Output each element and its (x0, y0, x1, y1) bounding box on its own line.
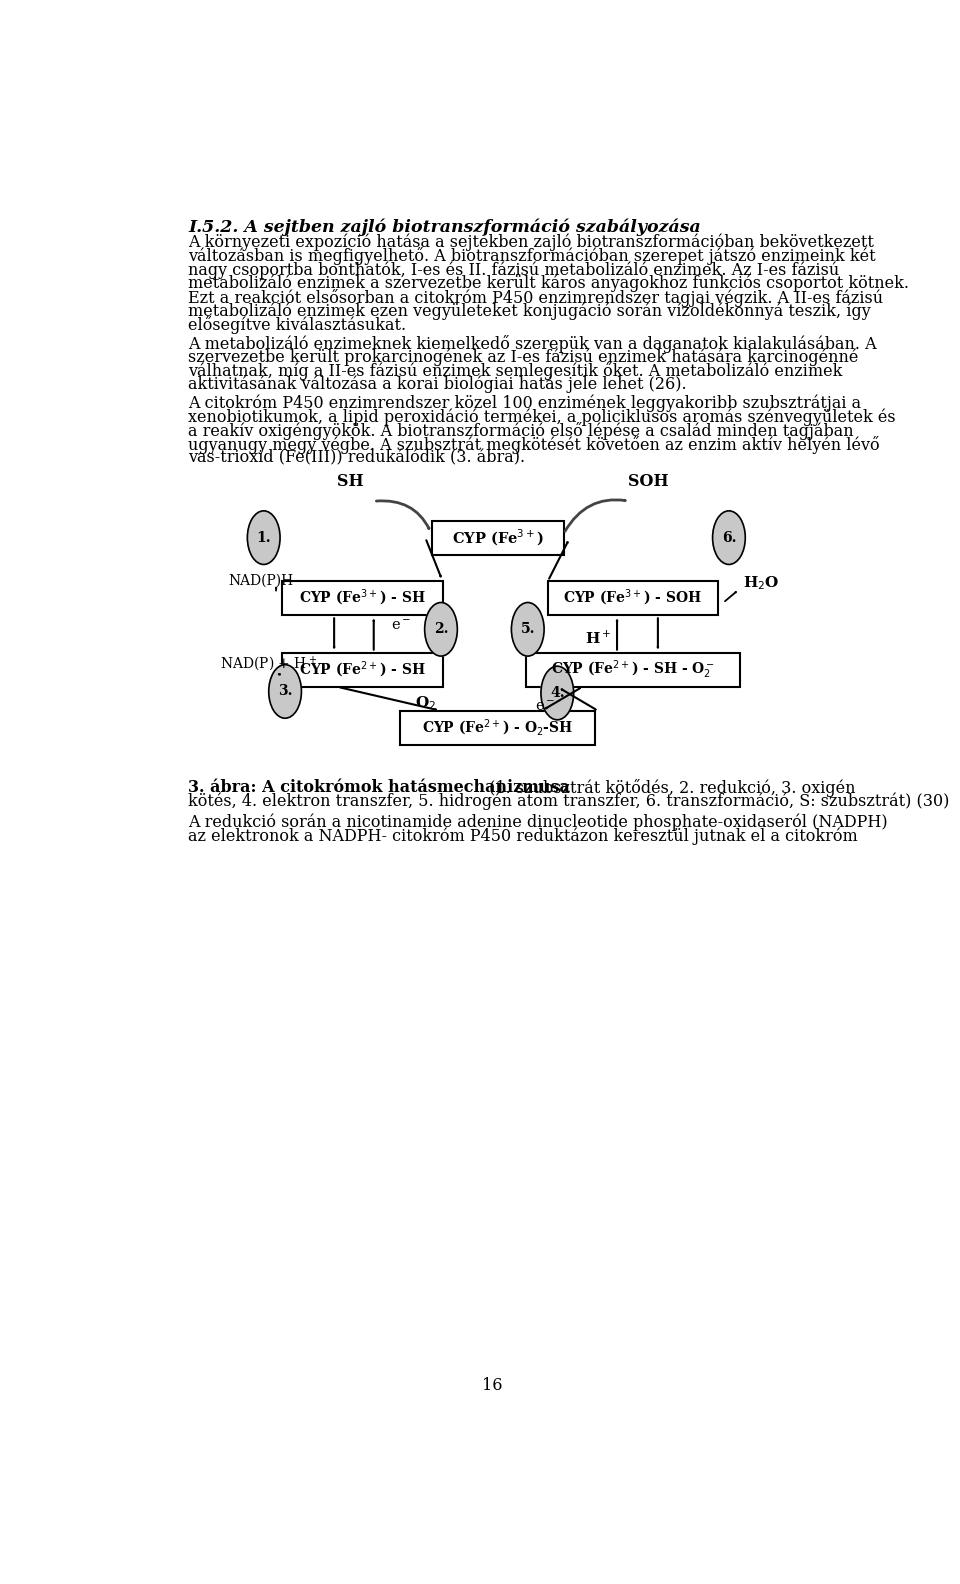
Text: 1.: 1. (256, 531, 271, 545)
Text: NAD(P) + H$^+$: NAD(P) + H$^+$ (220, 654, 317, 673)
Text: a reakív oxigéngyökök. A biotranszformáció első lépése a család minden tagjában: a reakív oxigéngyökök. A biotranszformác… (188, 421, 853, 440)
Text: I.5.2. A sejtben zajló biotranszformáció szabályozása: I.5.2. A sejtben zajló biotranszformáció… (188, 219, 701, 236)
Circle shape (424, 602, 457, 656)
Circle shape (248, 512, 280, 564)
Text: metabolizáló enzimek ezen vegyületeket konjugáció során vízoldékonnyá teszik, íg: metabolizáló enzimek ezen vegyületeket k… (188, 303, 871, 320)
Text: Ezt a reakciót elsősorban a citokróm P450 enzimrendszer tagjai végzik. A II-es f: Ezt a reakciót elsősorban a citokróm P45… (188, 288, 883, 307)
Text: SH: SH (337, 474, 363, 489)
FancyArrowPatch shape (725, 592, 736, 602)
FancyBboxPatch shape (400, 711, 595, 744)
FancyArrowPatch shape (376, 501, 429, 529)
Text: szervezetbe került prokarcinogének az I-es fázisú enzimek hatására karcinogénné: szervezetbe került prokarcinogének az I-… (188, 348, 858, 366)
Text: 6.: 6. (722, 531, 736, 545)
Text: 3. ábra: A citokrómok hatásmechanizmusa: 3. ábra: A citokrómok hatásmechanizmusa (188, 779, 570, 797)
Text: CYP (Fe$^{3+}$) - SOH: CYP (Fe$^{3+}$) - SOH (564, 588, 702, 608)
Circle shape (540, 667, 574, 719)
Text: 4.: 4. (550, 686, 564, 700)
Text: CYP (Fe$^{2+}$) - O$_2$-SH: CYP (Fe$^{2+}$) - O$_2$-SH (422, 718, 573, 738)
Text: A citokróm P450 enzimrendszer közel 100 enzimének leggyakoribb szubsztrátjai a: A citokróm P450 enzimrendszer közel 100 … (188, 394, 861, 412)
Text: válhatnak, míg a II-es fázisú enzimek semlegesítik őket. A metabolizáló enzimek: válhatnak, míg a II-es fázisú enzimek se… (188, 363, 843, 380)
Text: 16: 16 (482, 1376, 502, 1394)
Text: xenobiotikumok, a lipid peroxidáció termékei, a policiklusos aromás szénvegyület: xenobiotikumok, a lipid peroxidáció term… (188, 409, 896, 426)
Text: ugyanugy megy végbe. A szubsztrát megkötését követően az enzim aktív helyén lévő: ugyanugy megy végbe. A szubsztrát megköt… (188, 436, 879, 453)
Text: 3.: 3. (277, 684, 293, 699)
Text: változásban is megfigyelhető. A biotranszformációban szerepet játszó enzimeink k: változásban is megfigyelhető. A biotrans… (188, 247, 876, 266)
Text: 2.: 2. (434, 623, 448, 637)
Text: 5.: 5. (520, 623, 535, 637)
Text: NAD(P)H: NAD(P)H (228, 573, 294, 588)
FancyBboxPatch shape (548, 581, 718, 615)
Text: (1. szubsztrát kötődés, 2. redukció, 3. oxigén: (1. szubsztrát kötődés, 2. redukció, 3. … (484, 779, 855, 797)
Text: CYP (Fe$^{2+}$) - SH - O$_2^-$: CYP (Fe$^{2+}$) - SH - O$_2^-$ (551, 659, 714, 681)
Text: A metabolizáló enzimeknek kiemelkedő szerepük van a daganatok kialakulásában. A: A metabolizáló enzimeknek kiemelkedő sze… (188, 334, 876, 353)
FancyBboxPatch shape (282, 581, 443, 615)
Text: kötés, 4. elektron transzfer, 5. hidrogén atom transzfer, 6. transzformáció, S: : kötés, 4. elektron transzfer, 5. hidrogé… (188, 794, 949, 811)
FancyArrowPatch shape (340, 687, 436, 710)
Text: nagy csoportba bonthatók, I-es és II. fázisú metabolizáló enzimek. Az I-es fázis: nagy csoportba bonthatók, I-es és II. fá… (188, 261, 839, 279)
Circle shape (269, 665, 301, 718)
FancyArrowPatch shape (426, 540, 441, 577)
Text: e$^-$: e$^-$ (392, 619, 412, 634)
Circle shape (512, 602, 544, 656)
Text: elősegítve kiválasztásukat.: elősegítve kiválasztásukat. (188, 317, 406, 334)
FancyBboxPatch shape (526, 653, 739, 687)
Text: vas-trioxid (Fe(III)) redukálódik (3. ábra).: vas-trioxid (Fe(III)) redukálódik (3. áb… (188, 450, 525, 466)
Text: az elektronok a NADPH- citokróm P450 reduktázon keresztül jutnak el a citokróm: az elektronok a NADPH- citokróm P450 red… (188, 827, 858, 844)
Text: aktivitásának változása a korai biológiai hatás jele lehet (26).: aktivitásának változása a korai biológia… (188, 375, 686, 393)
Text: A redukció során a nicotinamide adenine dinucleotide phosphate-oxidaseról (NADPH: A redukció során a nicotinamide adenine … (188, 814, 888, 832)
Text: metabolizáló enzimek a szervezetbe került káros anyagokhoz funkciós csoportot kö: metabolizáló enzimek a szervezetbe kerül… (188, 276, 909, 293)
FancyBboxPatch shape (432, 521, 564, 554)
Text: CYP (Fe$^{3+}$) - SH: CYP (Fe$^{3+}$) - SH (300, 588, 425, 608)
FancyArrowPatch shape (565, 501, 625, 531)
Text: H$_2$O: H$_2$O (743, 573, 780, 591)
Text: O$_2$: O$_2$ (415, 694, 436, 711)
FancyBboxPatch shape (282, 653, 443, 687)
Text: A környezeti expozíció hatása a sejtekben zajló biotranszformációban bekövetkeze: A környezeti expozíció hatása a sejtekbe… (188, 234, 874, 252)
FancyArrowPatch shape (562, 689, 596, 710)
FancyArrowPatch shape (546, 687, 580, 708)
Text: H$^+$: H$^+$ (585, 629, 612, 646)
Text: SOH: SOH (628, 474, 669, 489)
Text: CYP (Fe$^{2+}$) - SH: CYP (Fe$^{2+}$) - SH (300, 659, 425, 680)
Text: e$^-$: e$^-$ (535, 700, 555, 714)
Text: CYP (Fe$^{3+}$): CYP (Fe$^{3+}$) (451, 527, 543, 548)
Circle shape (712, 512, 745, 564)
FancyArrowPatch shape (549, 542, 567, 578)
